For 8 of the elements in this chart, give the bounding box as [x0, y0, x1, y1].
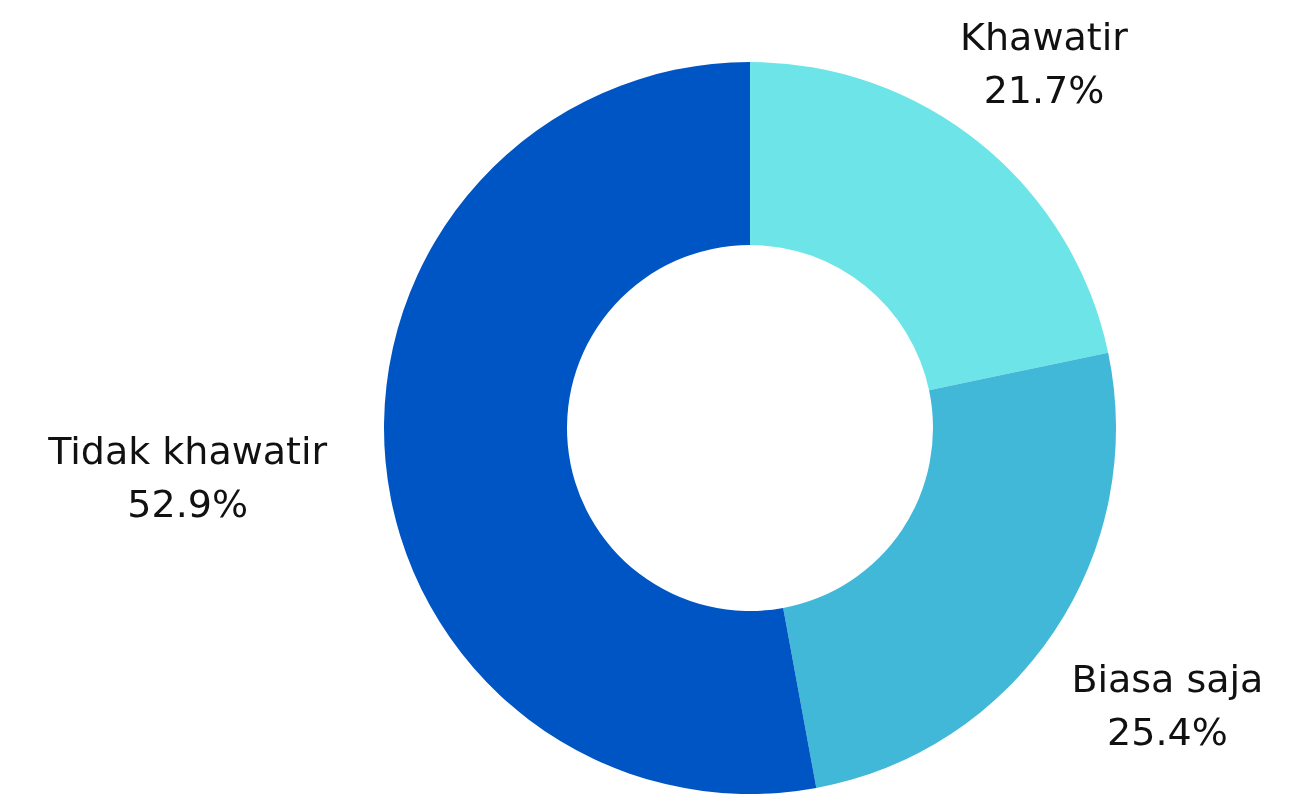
data-label: 25.4%	[1107, 709, 1228, 754]
slice-label: Biasa saja	[1071, 656, 1264, 701]
donut-slice	[384, 62, 817, 794]
data-label: 21.7%	[983, 67, 1105, 112]
donut-slice	[750, 62, 1109, 391]
slice-label: Tidak khawatir	[47, 428, 328, 473]
data-label: 52.9%	[127, 481, 249, 526]
slice-label: Khawatir	[960, 14, 1129, 59]
